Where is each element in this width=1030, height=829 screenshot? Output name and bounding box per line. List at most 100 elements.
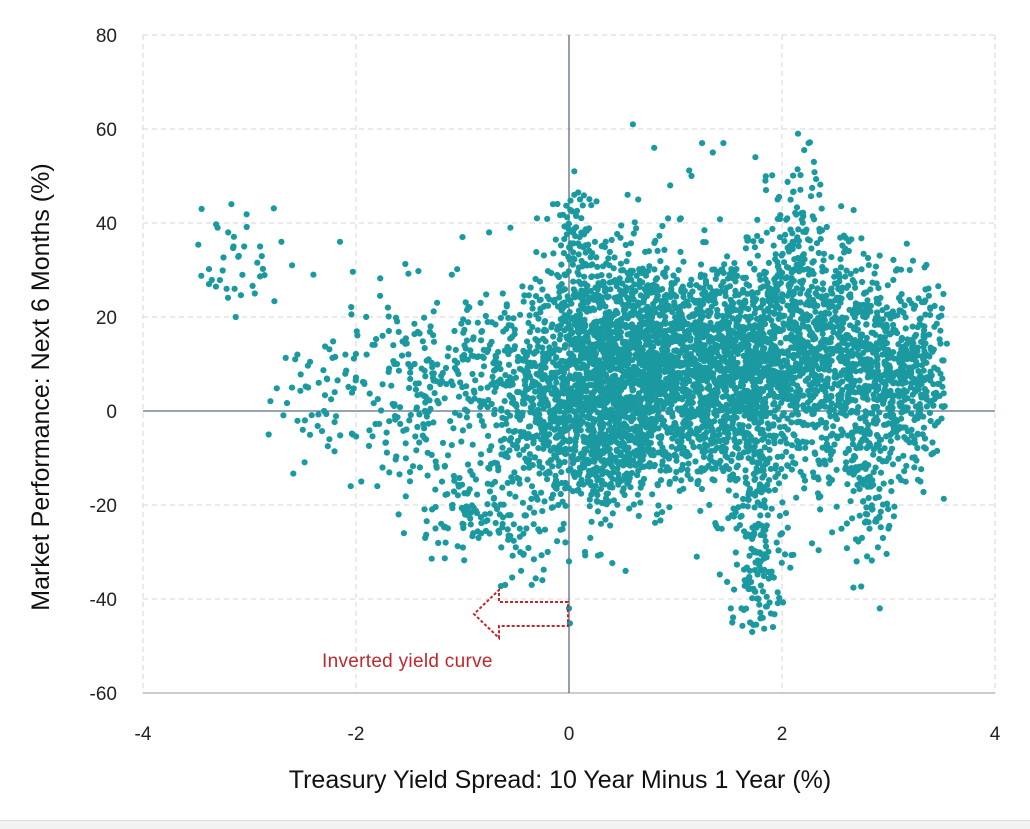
scatter-point: [703, 395, 709, 401]
scatter-point: [507, 382, 513, 388]
scatter-point: [478, 329, 484, 335]
scatter-point: [741, 388, 747, 394]
scatter-point: [820, 403, 826, 409]
scatter-point: [649, 318, 655, 324]
scatter-point: [904, 437, 910, 443]
scatter-point: [920, 394, 926, 400]
scatter-point: [386, 469, 392, 475]
scatter-point: [884, 340, 890, 346]
scatter-point: [772, 351, 778, 357]
scatter-point: [927, 306, 933, 312]
scatter-point: [786, 353, 792, 359]
scatter-point: [713, 276, 719, 282]
scatter-point: [510, 429, 516, 435]
scatter-point: [788, 197, 794, 203]
scatter-point: [456, 394, 462, 400]
scatter-point: [828, 394, 834, 400]
scatter-point: [528, 496, 534, 502]
scatter-point: [846, 350, 852, 356]
scatter-point: [570, 279, 576, 285]
scatter-point: [741, 353, 747, 359]
scatter-point: [545, 377, 551, 383]
scatter-point: [795, 444, 801, 450]
scatter-point: [407, 370, 413, 376]
scatter-point: [915, 431, 921, 437]
scatter-point: [803, 439, 809, 445]
scatter-point: [765, 280, 771, 286]
scatter-point: [678, 286, 684, 292]
scatter-point: [795, 391, 801, 397]
scatter-point: [611, 265, 617, 271]
scatter-point: [485, 433, 491, 439]
scatter-point: [867, 309, 873, 315]
scatter-point: [701, 227, 707, 233]
scatter-point: [903, 314, 909, 320]
scatter-point: [754, 316, 760, 322]
scatter-point: [843, 315, 849, 321]
scatter-point: [588, 328, 594, 334]
scatter-point: [827, 321, 833, 327]
scatter-point: [755, 378, 761, 384]
scatter-point: [905, 428, 911, 434]
scatter-point: [530, 305, 536, 311]
scatter-point: [669, 280, 675, 286]
scatter-point: [778, 400, 784, 406]
scatter-point: [855, 404, 861, 410]
scatter-point: [588, 395, 594, 401]
scatter-point: [937, 371, 943, 377]
scatter-point: [765, 439, 771, 445]
scatter-point: [594, 498, 600, 504]
scatter-point: [821, 297, 827, 303]
scatter-point: [679, 341, 685, 347]
scatter-point: [548, 457, 554, 463]
scatter-point: [863, 322, 869, 328]
scatter-point: [924, 352, 930, 358]
scatter-point: [519, 283, 525, 289]
scatter-point: [939, 305, 945, 311]
scatter-point: [678, 477, 684, 483]
scatter-point: [645, 282, 651, 288]
scatter-point: [478, 385, 484, 391]
scatter-point: [461, 342, 467, 348]
scatter-point: [446, 345, 452, 351]
scatter-point: [448, 378, 454, 384]
scatter-point: [555, 361, 561, 367]
scatter-point: [927, 410, 933, 416]
scatter-point: [557, 336, 563, 342]
scatter-point: [712, 344, 718, 350]
scatter-point: [561, 450, 567, 456]
scatter-point: [833, 268, 839, 274]
scatter-point: [780, 432, 786, 438]
scatter-point: [572, 321, 578, 327]
scatter-point: [780, 327, 786, 333]
scatter-point: [528, 361, 534, 367]
scatter-point: [843, 401, 849, 407]
scatter-point: [522, 355, 528, 361]
scatter-point: [680, 259, 686, 265]
scatter-point: [790, 431, 796, 437]
scatter-point: [897, 351, 903, 357]
scatter-point: [524, 338, 530, 344]
scatter-point: [677, 360, 683, 366]
scatter-point: [413, 381, 419, 387]
scatter-point: [442, 395, 448, 401]
scatter-point: [853, 268, 859, 274]
scatter-point: [854, 410, 860, 416]
scatter-point: [911, 306, 917, 312]
scatter-point: [556, 463, 562, 469]
scatter-point: [655, 328, 661, 334]
scatter-point: [651, 266, 657, 272]
scatter-point: [579, 258, 585, 264]
scatter-point: [778, 280, 784, 286]
scatter-point: [853, 303, 859, 309]
scatter-point: [834, 435, 840, 441]
scatter-point: [821, 384, 827, 390]
scatter-point: [636, 355, 642, 361]
scatter-point: [478, 372, 484, 378]
scatter-point: [540, 336, 546, 342]
scatter-point: [478, 451, 484, 457]
scatter-point: [367, 391, 373, 397]
scatter-point: [882, 390, 888, 396]
scatter-point: [783, 449, 789, 455]
scatter-point: [754, 340, 760, 346]
